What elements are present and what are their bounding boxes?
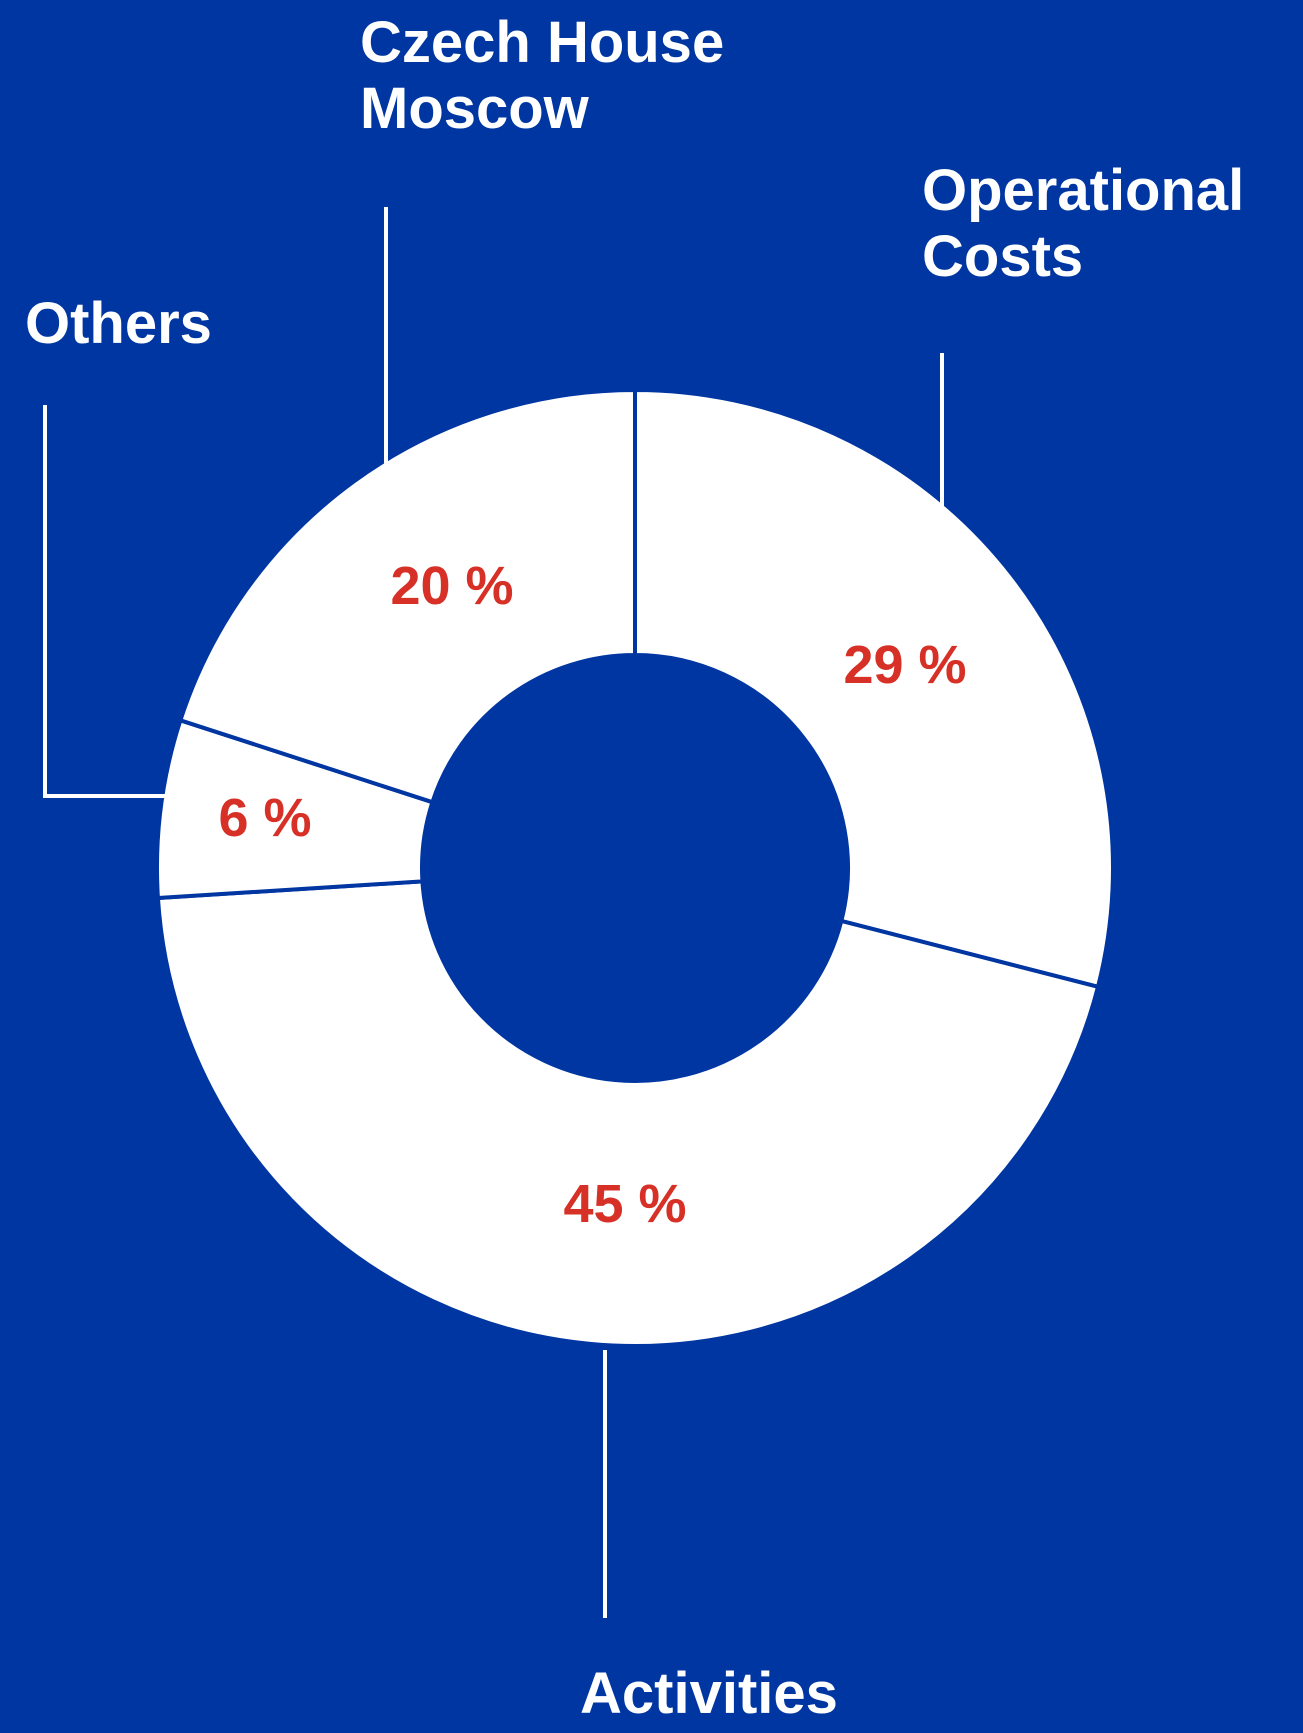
value-label-operational-costs: 29 % — [843, 635, 966, 695]
value-label-czech-house-moscow: 20 % — [390, 556, 513, 616]
donut-slices — [155, 387, 1115, 1348]
category-label-others: Others — [25, 291, 212, 356]
category-label-activities: Activities — [580, 1661, 838, 1726]
leader-lines — [43, 207, 944, 1618]
category-label-line: Czech House — [360, 10, 724, 75]
leader-line-others — [43, 405, 165, 798]
slice-czech-house-moscow — [177, 387, 637, 805]
category-labels: Operational Costs Activities Others Czech Ho… — [25, 10, 1244, 1726]
category-label-czech-house-moscow: Czech House Moscow — [360, 10, 724, 141]
value-labels: 29 % 45 % 6 % 20 % — [218, 556, 966, 1234]
slice-activities — [155, 879, 1101, 1348]
value-label-activities: 45 % — [563, 1174, 686, 1234]
category-label-operational-costs: Operational Costs — [922, 158, 1244, 289]
value-label-others: 6 % — [218, 788, 311, 848]
category-label-line: Operational — [922, 158, 1244, 223]
category-label-line: Activities — [580, 1661, 838, 1726]
category-label-line: Costs — [922, 224, 1083, 289]
slice-operational-costs — [633, 387, 1115, 990]
category-label-line: Others — [25, 291, 212, 356]
category-label-line: Moscow — [360, 76, 590, 141]
